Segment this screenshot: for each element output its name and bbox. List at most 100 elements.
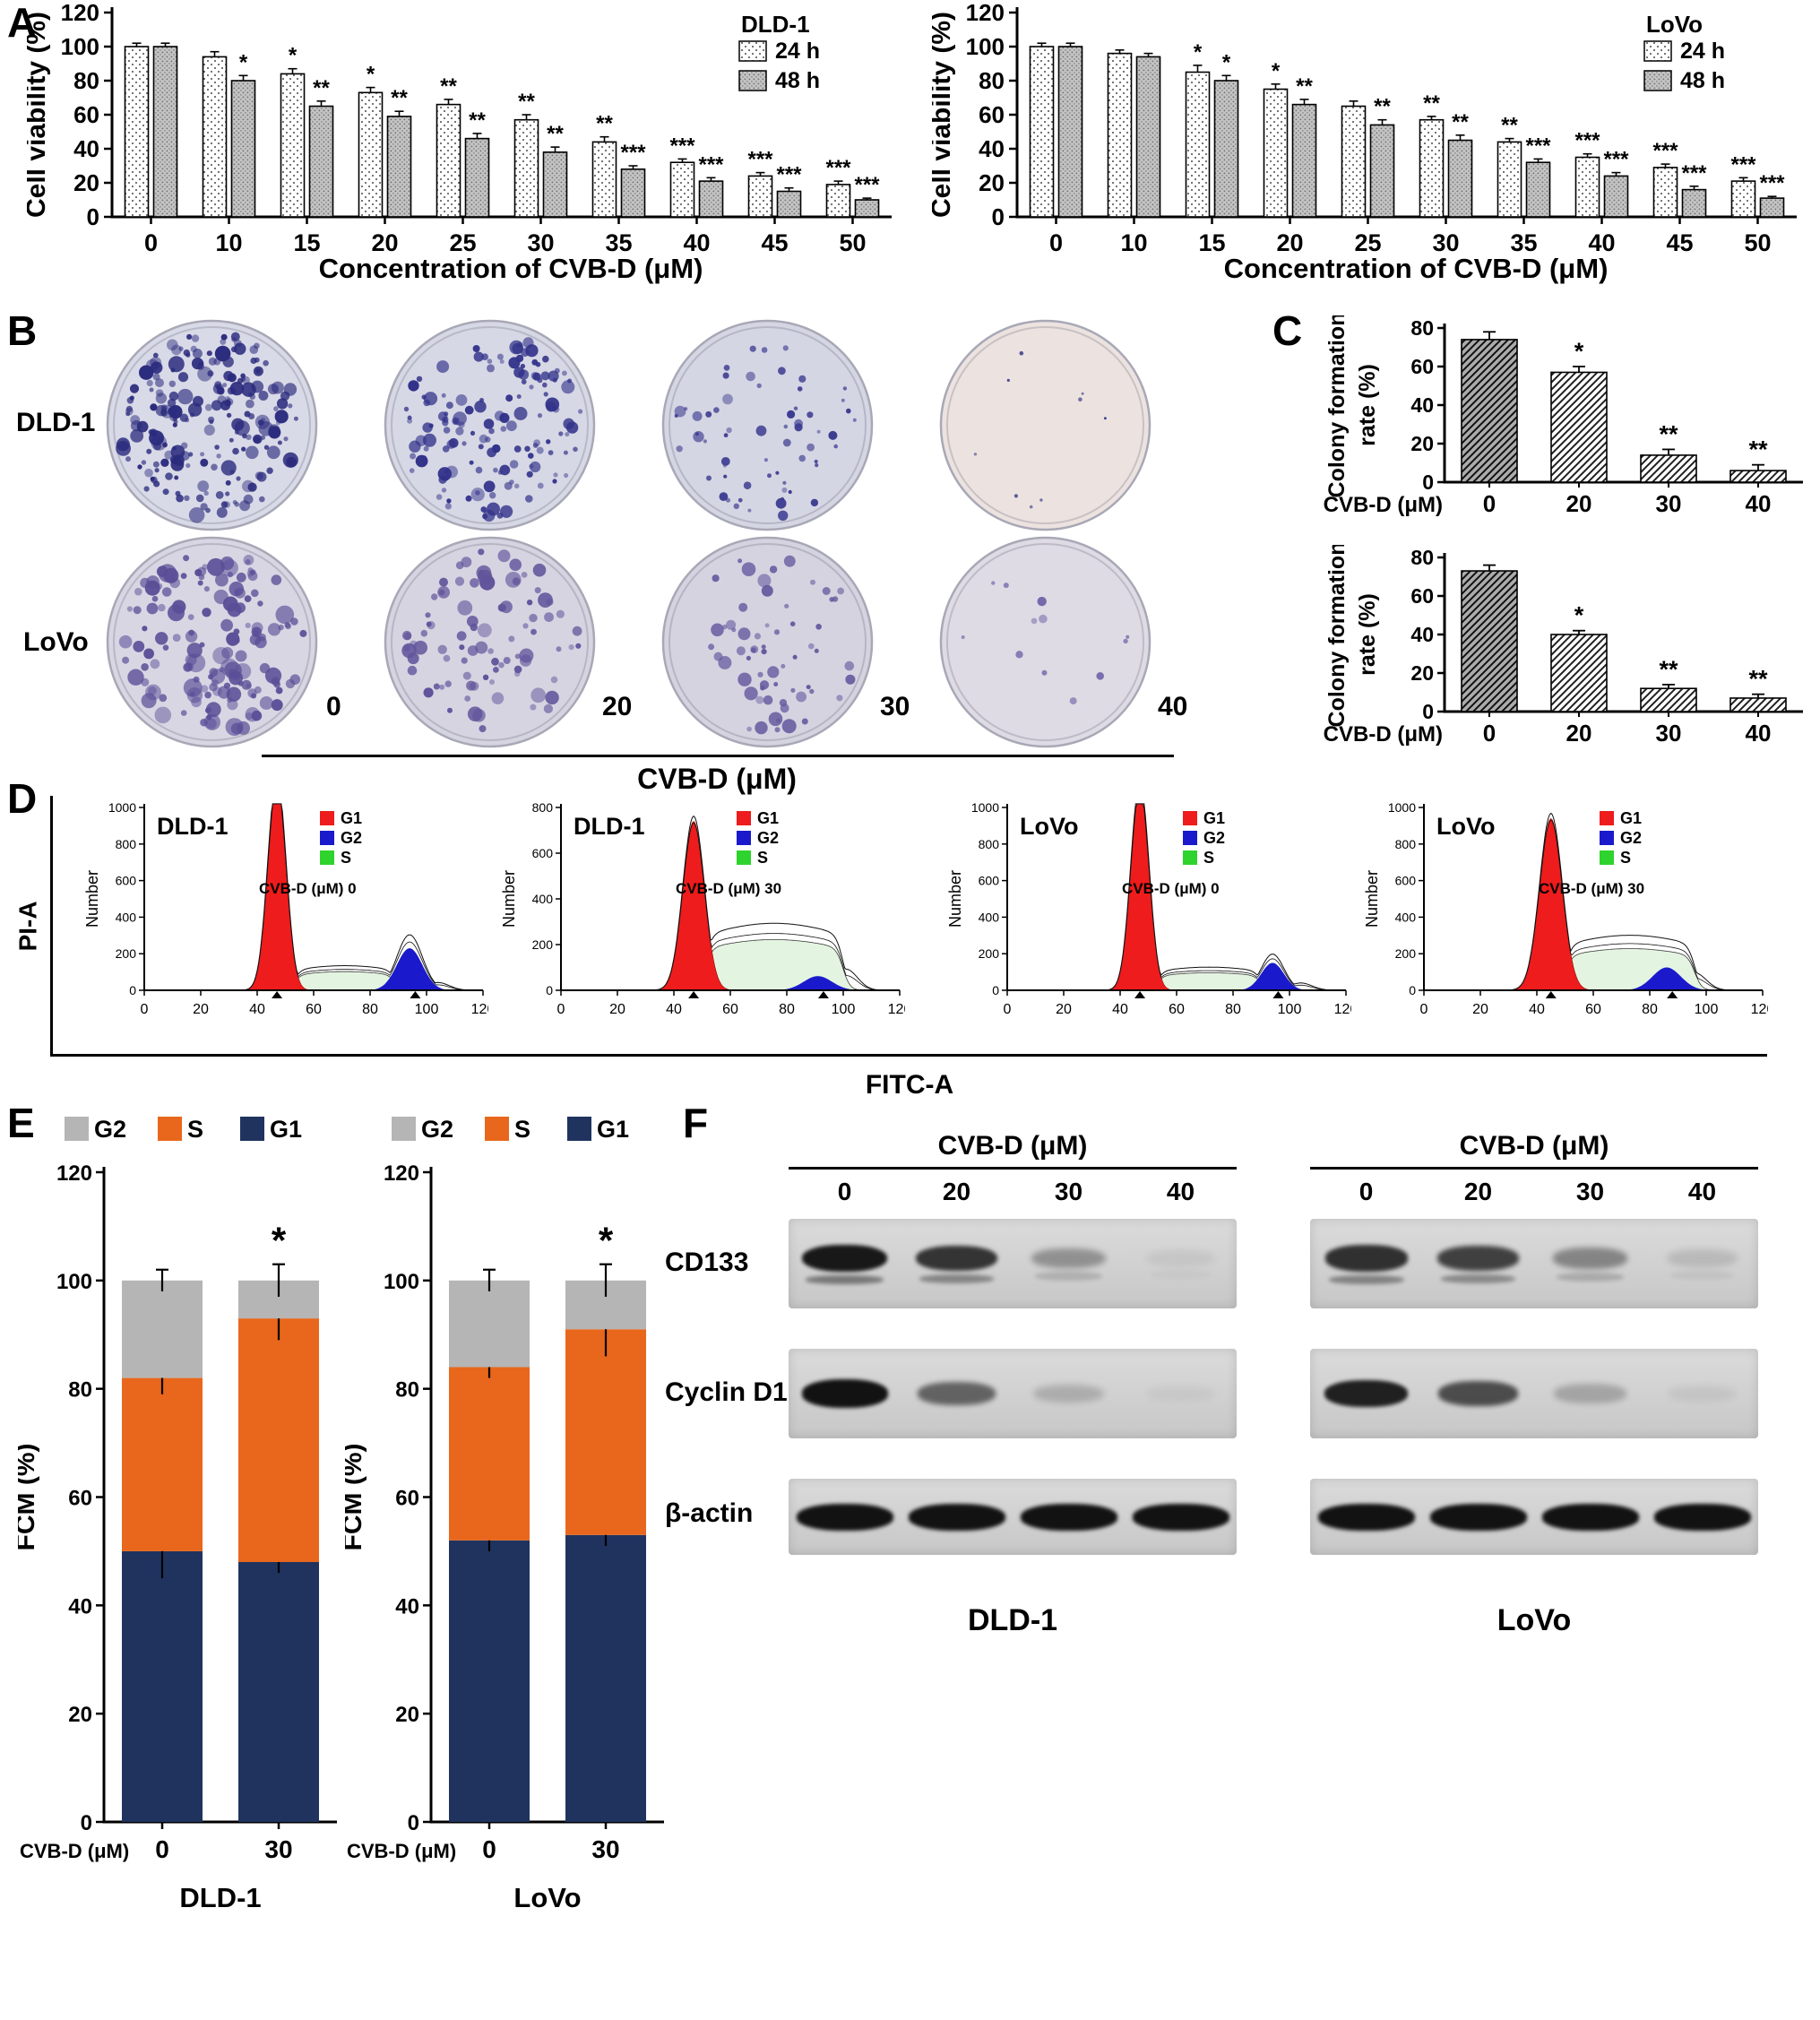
fitca-axis-label: FITC-A [865, 1070, 954, 1100]
svg-text:***: *** [776, 163, 802, 187]
lane-label: 20 [1463, 1178, 1493, 1205]
cell-cycle-plot-dld1-30: 0 200 400 600 800 0 20 40 60 80 100 120 Number DLD-1 G… [502, 800, 905, 1017]
svg-text:60: 60 [68, 1487, 92, 1511]
protein-band [908, 1503, 1005, 1531]
svg-text:Cell viability (%): Cell viability (%) [932, 12, 956, 218]
svg-text:80: 80 [1410, 546, 1434, 569]
svg-text:80: 80 [1410, 316, 1434, 340]
svg-text:40: 40 [73, 135, 99, 162]
svg-text:20: 20 [73, 169, 99, 196]
svg-text:20: 20 [1410, 661, 1434, 685]
svg-text:120: 120 [888, 1002, 905, 1017]
svg-text:0: 0 [408, 1811, 419, 1835]
svg-text:400: 400 [1395, 910, 1417, 924]
protein-band [1554, 1384, 1626, 1403]
svg-text:30: 30 [1432, 229, 1459, 256]
svg-text:G2: G2 [341, 829, 362, 847]
lane-label: 20 [942, 1178, 971, 1205]
colony-dish-lovo-0 [106, 536, 318, 748]
svg-text:CVB-D (μM): CVB-D (μM) [1324, 493, 1443, 517]
svg-text:20: 20 [979, 169, 1005, 196]
protein-band [1020, 1503, 1117, 1531]
svg-text:rate (%): rate (%) [1355, 364, 1380, 446]
blot-cyclind1-dld1 [789, 1349, 1237, 1438]
protein-band [802, 1244, 887, 1273]
svg-text:G2: G2 [94, 1116, 126, 1143]
svg-text:100: 100 [384, 1270, 419, 1294]
svg-text:60: 60 [1410, 584, 1434, 608]
svg-text:**: ** [547, 122, 564, 146]
svg-text:20: 20 [609, 1002, 625, 1017]
svg-text:CVB-D (μM) 30: CVB-D (μM) 30 [676, 880, 781, 897]
colony-dish-lovo-20 [384, 536, 596, 748]
svg-text:Concentration of CVB-D (μM): Concentration of CVB-D (μM) [319, 253, 703, 284]
svg-text:80: 80 [1225, 1002, 1241, 1017]
svg-text:30: 30 [527, 229, 554, 256]
lane-label: 40 [1166, 1178, 1195, 1205]
svg-text:S: S [341, 849, 351, 867]
svg-text:600: 600 [979, 874, 1000, 888]
svg-text:40: 40 [666, 1002, 682, 1017]
svg-text:***: *** [1525, 134, 1551, 158]
svg-text:80: 80 [395, 1378, 419, 1403]
svg-text:48 h: 48 h [1680, 68, 1725, 93]
lane-label: 0 [837, 1178, 852, 1205]
svg-text:**: ** [1659, 656, 1678, 683]
svg-text:S: S [1620, 849, 1631, 867]
panel-c-label: C [1272, 307, 1303, 354]
svg-text:20: 20 [1472, 1002, 1488, 1017]
svg-text:1000: 1000 [971, 800, 999, 815]
svg-text:**: ** [518, 90, 535, 114]
pia-axis-label: PI-A [13, 901, 42, 952]
svg-text:80: 80 [1642, 1002, 1658, 1017]
protein-band-secondary [1035, 1272, 1102, 1282]
svg-text:45: 45 [761, 229, 788, 256]
protein-band [1032, 1384, 1105, 1403]
svg-text:G1: G1 [597, 1116, 629, 1143]
svg-text:S: S [1203, 849, 1214, 867]
colony-dish-dld1-0 [106, 319, 318, 531]
svg-text:60: 60 [306, 1002, 322, 1017]
svg-text:**: ** [1452, 110, 1469, 134]
svg-text:FCM (%): FCM (%) [18, 1444, 40, 1551]
protein-band [1429, 1503, 1527, 1531]
svg-text:***: *** [825, 156, 851, 180]
blot-header-lovo: CVB-D (μM) [1459, 1131, 1609, 1161]
svg-text:CVB-D (μM) 0: CVB-D (μM) 0 [259, 880, 357, 897]
svg-text:25: 25 [449, 229, 476, 256]
protein-band [1317, 1503, 1415, 1531]
svg-text:Colony formation: Colony formation [1324, 315, 1350, 497]
svg-text:100: 100 [832, 1002, 856, 1017]
protein-band [801, 1379, 888, 1408]
svg-text:120: 120 [471, 1002, 488, 1017]
panel-e-label: E [7, 1100, 35, 1146]
svg-text:DLD-1: DLD-1 [574, 813, 645, 840]
svg-text:LoVo: LoVo [1020, 813, 1078, 840]
svg-text:40: 40 [1112, 1002, 1128, 1017]
svg-text:40: 40 [1588, 229, 1615, 256]
svg-text:DLD-1: DLD-1 [157, 813, 229, 840]
protein-band [915, 1245, 998, 1272]
svg-text:40: 40 [68, 1594, 92, 1619]
protein-band [1324, 1245, 1408, 1272]
svg-text:100: 100 [966, 33, 1005, 60]
svg-text:60: 60 [1410, 355, 1434, 378]
cvbd-axis-label: CVB-D (μM) [637, 763, 797, 795]
svg-text:20: 20 [1056, 1002, 1072, 1017]
svg-text:**: ** [440, 74, 457, 99]
dose-label-20: 20 [602, 692, 633, 721]
svg-text:0: 0 [1409, 983, 1416, 997]
svg-text:CVB-D (μM): CVB-D (μM) [347, 1840, 456, 1862]
svg-text:100: 100 [415, 1002, 439, 1017]
svg-text:***: *** [1652, 139, 1678, 163]
svg-text:Colony formation: Colony formation [1324, 545, 1350, 727]
blot-cd133-dld1 [789, 1219, 1237, 1308]
svg-text:800: 800 [116, 837, 137, 851]
svg-text:0: 0 [1422, 700, 1434, 723]
protein-band [1667, 1249, 1738, 1267]
svg-text:60: 60 [1169, 1002, 1185, 1017]
blot-header-underline-lovo [1310, 1167, 1758, 1170]
protein-band [1541, 1503, 1639, 1531]
